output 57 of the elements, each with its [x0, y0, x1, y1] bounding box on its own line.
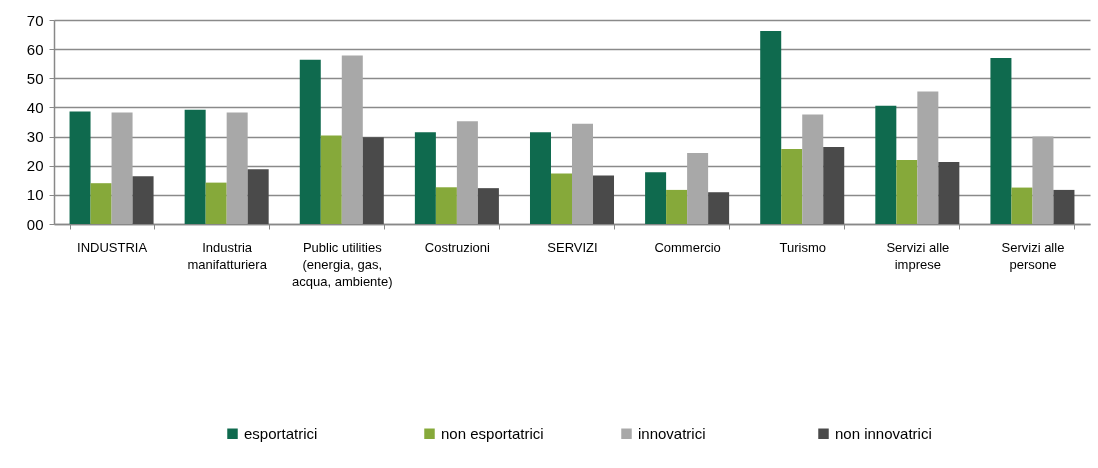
- bar: [666, 189, 688, 224]
- legend-label: non esportatrici: [441, 424, 544, 442]
- bar: [572, 123, 594, 224]
- bar: [823, 147, 845, 224]
- bar: [132, 176, 154, 224]
- bar: [1011, 187, 1033, 224]
- bar: [550, 173, 572, 224]
- bar: [205, 182, 227, 224]
- bar: [90, 183, 112, 224]
- bar: [938, 161, 960, 224]
- bar: [184, 109, 206, 224]
- x-tick-label: Servizi alle imprese: [886, 239, 950, 272]
- bar: [69, 111, 91, 224]
- bar: [414, 132, 436, 224]
- bar: [226, 112, 248, 224]
- bar: [760, 31, 782, 224]
- x-tick-label: SERVIZI: [547, 239, 598, 255]
- y-tick-label: 50: [26, 69, 44, 87]
- bar: [320, 135, 342, 224]
- bar: [456, 121, 478, 224]
- bar: [687, 152, 709, 224]
- bar: [708, 192, 730, 224]
- bar: [1032, 136, 1054, 224]
- bar: [1053, 189, 1075, 224]
- legend-label: esportatrici: [244, 424, 318, 442]
- x-tick-label: Industria manifatturiera: [187, 239, 268, 272]
- y-tick-label: 60: [26, 40, 44, 58]
- bar: [896, 159, 918, 224]
- bar: [362, 137, 384, 224]
- bar: [435, 187, 457, 224]
- x-tick-label: Servizi alle persone: [1001, 239, 1065, 272]
- y-tick-label: 70: [26, 11, 44, 29]
- x-tick-label: Commercio: [654, 239, 721, 255]
- y-tick-label: 30: [26, 128, 44, 146]
- y-tick-label: 10: [26, 186, 44, 204]
- x-tick-label: Public utilities (energia, gas, acqua, ambiente): [292, 239, 393, 289]
- y-tick-label: 40: [26, 98, 44, 116]
- bar: [341, 55, 363, 224]
- x-tick-label: INDUSTRIA: [77, 239, 148, 255]
- bar: [917, 91, 939, 224]
- y-tick-label: 20: [26, 157, 44, 175]
- bar: [529, 132, 551, 224]
- legend-label: innovatrici: [638, 424, 706, 442]
- bar: [802, 114, 824, 224]
- bar: [247, 169, 269, 224]
- bar: [990, 57, 1012, 224]
- x-tick-label: Turismo: [779, 239, 826, 255]
- bar: [593, 175, 615, 224]
- bar: [111, 112, 133, 224]
- bar: [781, 149, 803, 224]
- legend-label: non innovatrici: [835, 424, 932, 442]
- x-tick-label: Costruzioni: [424, 239, 491, 255]
- y-tick-label: 00: [26, 215, 44, 233]
- bar: [645, 172, 667, 224]
- bar: [299, 59, 321, 224]
- bar: [875, 105, 897, 224]
- bar: [477, 188, 499, 224]
